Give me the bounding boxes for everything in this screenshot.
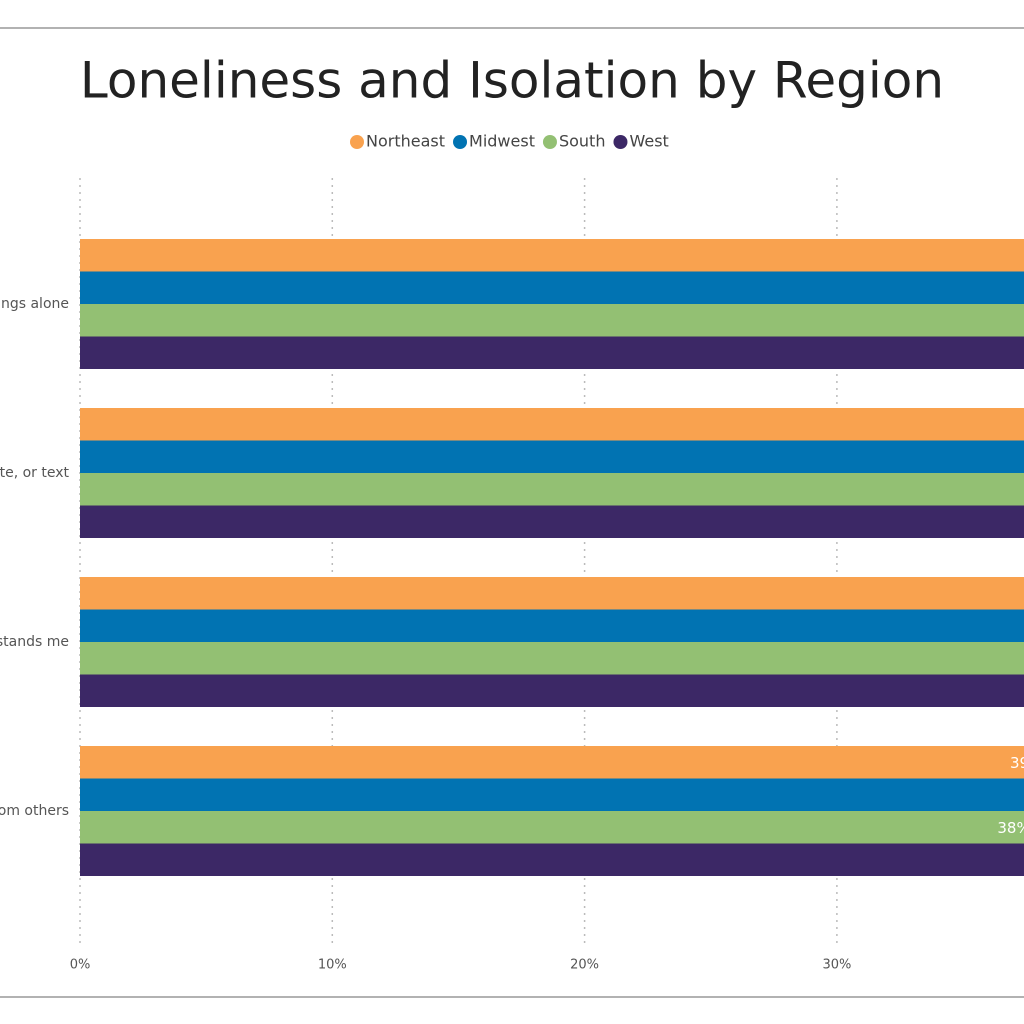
- bar: [80, 271, 1024, 304]
- bar: [80, 674, 1024, 707]
- legend-label: South: [559, 132, 606, 151]
- legend-marker: [453, 135, 468, 149]
- bar: [80, 577, 1024, 610]
- bar: [80, 304, 1024, 337]
- bar: [80, 336, 1024, 369]
- bar: [80, 408, 1024, 441]
- bar: [80, 440, 1024, 473]
- y-tick-label: om others: [0, 803, 69, 819]
- x-tick-label: 0%: [70, 958, 91, 973]
- bar: [80, 778, 1024, 811]
- y-tick-label: ngs alone: [1, 296, 69, 312]
- legend-label: West: [629, 132, 668, 151]
- bar: [80, 505, 1024, 538]
- legend-label: Northeast: [366, 132, 445, 151]
- legend-marker: [613, 135, 628, 149]
- chart-title: Loneliness and Isolation by Region: [80, 52, 944, 110]
- x-tick-label: 10%: [318, 958, 347, 973]
- bar: [80, 746, 1024, 779]
- y-tick-label: te, or text: [0, 465, 70, 481]
- bar: [80, 473, 1024, 506]
- x-tick-label: 30%: [822, 958, 851, 973]
- legend-label: Midwest: [469, 132, 535, 151]
- bar: [80, 609, 1024, 642]
- value-label: 38%: [997, 819, 1024, 837]
- bar: [80, 811, 1024, 844]
- legend-marker: [350, 135, 364, 149]
- bar: [80, 843, 1024, 876]
- bar: [80, 642, 1024, 675]
- bar: [80, 239, 1024, 272]
- value-label: 39%: [1010, 754, 1024, 772]
- y-tick-label: stands me: [0, 634, 69, 650]
- legend-marker: [542, 135, 557, 149]
- x-tick-label: 20%: [570, 958, 599, 973]
